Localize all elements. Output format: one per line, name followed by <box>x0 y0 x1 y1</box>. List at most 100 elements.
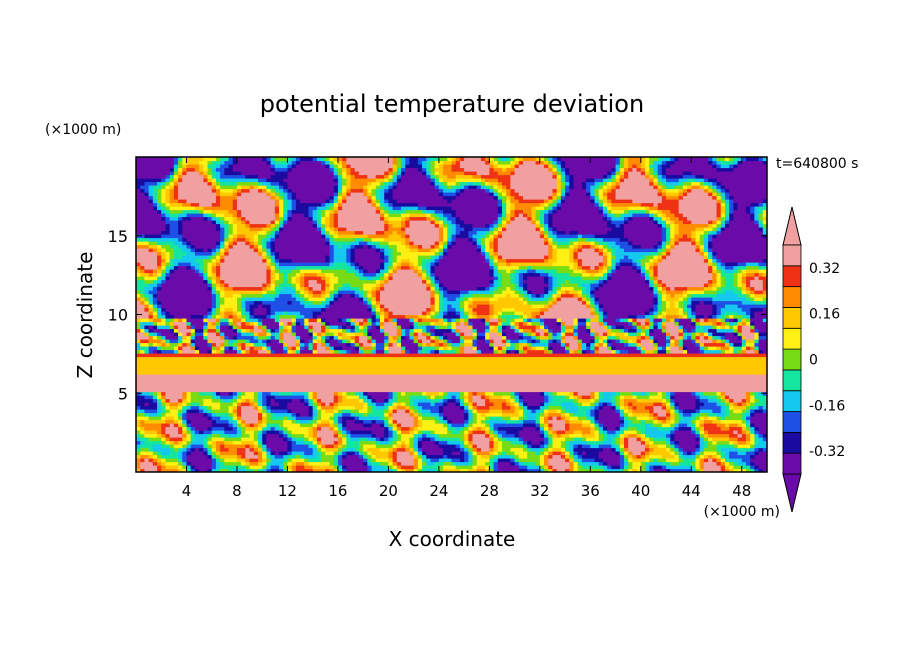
heatmap-cell <box>304 325 310 330</box>
heatmap-cell <box>506 342 511 347</box>
heatmap-cell <box>388 342 394 347</box>
heatmap-cell <box>645 433 650 438</box>
heatmap-cell <box>312 437 318 442</box>
heatmap-cell <box>220 391 230 396</box>
heatmap-cell <box>186 458 213 463</box>
heatmap-cell <box>308 321 322 326</box>
heatmap-cell <box>152 349 158 354</box>
heatmap-cell <box>754 437 760 442</box>
heatmap-cell <box>581 444 591 449</box>
heatmap-cell <box>152 318 162 323</box>
heatmap-cell <box>443 227 448 232</box>
heatmap-cell <box>169 325 175 330</box>
heatmap-cell <box>363 265 381 270</box>
heatmap-cell <box>384 279 389 284</box>
heatmap-cell <box>607 433 617 438</box>
heatmap-cell <box>333 454 339 459</box>
heatmap-cell <box>405 391 423 396</box>
heatmap-cell <box>670 244 676 249</box>
heatmap-cell <box>762 272 767 277</box>
heatmap-cell <box>598 419 621 424</box>
heatmap-cell <box>337 290 356 295</box>
heatmap-cell <box>396 395 411 400</box>
heatmap-cell <box>527 405 541 410</box>
heatmap-cell <box>653 311 659 316</box>
heatmap-cell <box>148 325 154 330</box>
heatmap-cell <box>388 258 394 263</box>
heatmap-cell <box>501 307 516 312</box>
heatmap-cell <box>737 272 743 277</box>
heatmap-cell <box>215 300 221 305</box>
heatmap-cell <box>619 433 625 438</box>
heatmap-cell <box>333 391 339 396</box>
heatmap-cell <box>249 332 255 337</box>
heatmap-cell <box>304 276 322 281</box>
heatmap-cell <box>405 444 411 449</box>
heatmap-cell <box>169 227 179 232</box>
heatmap-cell <box>745 297 751 302</box>
heatmap-cell <box>337 440 343 445</box>
heatmap-cell <box>628 409 633 414</box>
heatmap-cell <box>405 241 411 246</box>
heatmap-cell <box>560 297 579 302</box>
heatmap-cell <box>165 416 175 421</box>
heatmap-cell <box>165 269 171 274</box>
heatmap-cell <box>207 437 213 442</box>
heatmap-cell <box>417 444 423 449</box>
heatmap-cell <box>337 458 343 463</box>
heatmap-cell <box>152 293 158 298</box>
heatmap-cell <box>628 447 646 452</box>
heatmap-cell <box>413 451 419 456</box>
heatmap-cell <box>712 339 718 344</box>
heatmap-cell <box>379 248 385 253</box>
heatmap-cell <box>745 286 751 291</box>
heatmap-cell <box>506 398 511 403</box>
heatmap-cell <box>745 339 755 344</box>
heatmap-cell <box>190 328 196 333</box>
heatmap-cell <box>527 409 533 414</box>
heatmap-cell <box>577 416 587 421</box>
heatmap-cell <box>544 276 549 281</box>
heatmap-cell <box>695 437 701 442</box>
heatmap-cell <box>565 405 579 410</box>
heatmap-cell <box>594 241 600 246</box>
heatmap-cell <box>308 430 314 435</box>
heatmap-cell <box>316 342 322 347</box>
heatmap-cell <box>666 440 671 445</box>
heatmap-cell <box>342 454 347 459</box>
heatmap-cell <box>232 241 238 246</box>
heatmap-cell <box>236 332 242 337</box>
heatmap-cell <box>750 423 755 428</box>
heatmap-cell <box>358 454 364 459</box>
heatmap-cell <box>476 328 486 333</box>
heatmap-cell <box>708 248 713 253</box>
heatmap-cell <box>523 409 528 414</box>
heatmap-cell <box>321 402 326 407</box>
heatmap-cell <box>623 444 629 449</box>
heatmap-cell <box>569 423 583 428</box>
heatmap-cell <box>489 237 495 242</box>
heatmap-cell <box>186 412 204 417</box>
heatmap-cell <box>497 461 511 466</box>
heatmap-cell <box>615 318 621 323</box>
heatmap-cell <box>152 321 158 326</box>
heatmap-cell <box>249 241 255 246</box>
heatmap-cell <box>316 339 322 344</box>
heatmap-cell <box>413 426 419 431</box>
heatmap-cell <box>413 444 419 449</box>
heatmap-cell <box>178 346 183 351</box>
heatmap-cell <box>169 447 175 452</box>
heatmap-cell <box>379 447 389 452</box>
heatmap-cell <box>413 318 419 323</box>
heatmap-cell <box>716 339 722 344</box>
heatmap-cell <box>241 395 255 400</box>
heatmap-cell <box>737 423 743 428</box>
heatmap-cell <box>190 405 200 410</box>
heatmap-cell <box>716 269 722 274</box>
heatmap-cell <box>165 342 171 347</box>
heatmap-cell <box>628 440 642 445</box>
heatmap-cell <box>489 416 503 421</box>
heatmap-cell <box>148 447 154 452</box>
heatmap-cell <box>396 426 402 431</box>
heatmap-cell <box>699 461 705 466</box>
